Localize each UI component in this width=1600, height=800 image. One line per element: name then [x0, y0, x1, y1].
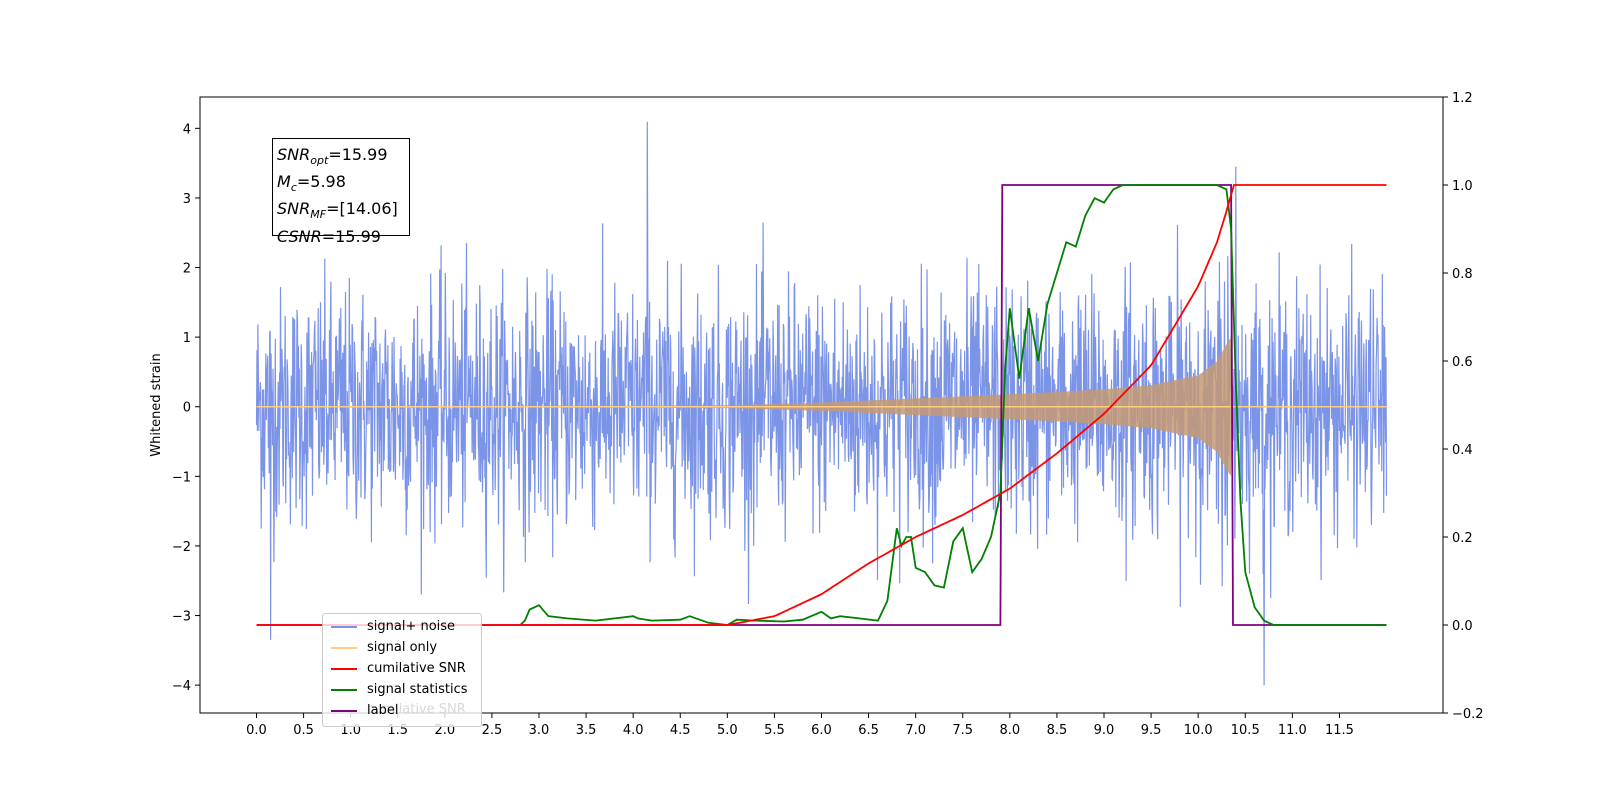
x-tick-label: 6.5 [858, 723, 879, 738]
snr-mf-line: SNRMF=[14.06] [277, 199, 398, 222]
y-left-axis-ticks: −4 −3 −2 −1 0 1 2 3 4 [172, 122, 200, 694]
y-left-tick-label: 4 [183, 122, 191, 137]
legend-swatch [331, 647, 357, 649]
legend-item-cumulative-snr: cumilative SNR [323, 659, 481, 679]
legend-swatch [331, 626, 357, 628]
y-right-tick-label: 1.2 [1452, 91, 1473, 106]
y-left-tick-label: 0 [183, 401, 191, 416]
y-left-tick-label: 2 [183, 262, 191, 277]
y-right-tick-label: 1.0 [1452, 179, 1473, 194]
y-left-tick-label: −1 [172, 470, 191, 485]
legend-item-label: label [323, 701, 481, 721]
legend-swatch [331, 689, 357, 691]
x-tick-label: 3.5 [576, 723, 597, 738]
x-tick-label: 5.5 [764, 723, 785, 738]
y-axis-label: Whitened strain [149, 353, 164, 456]
signal-only-series [256, 337, 1387, 477]
x-tick-label: 4.0 [623, 723, 644, 738]
x-tick-label: 6.0 [811, 723, 832, 738]
legend-overlap-text: cumilative SNR [367, 702, 466, 717]
x-tick-label: 7.0 [905, 723, 926, 738]
y-right-tick-label: 0.0 [1452, 619, 1473, 634]
legend-item-signal-only: signal only [323, 638, 481, 658]
legend-swatch [331, 710, 357, 712]
x-tick-label: 0.0 [246, 723, 267, 738]
legend-item-signal-noise: signal+ noise [323, 617, 481, 637]
x-tick-label: 5.0 [717, 723, 738, 738]
signal-noise-line [255, 121, 1388, 686]
y-right-tick-label: 0.2 [1452, 531, 1473, 546]
mc-line: Mc=5.98 [277, 172, 346, 195]
x-tick-label: 9.5 [1141, 723, 1162, 738]
x-tick-label: 9.0 [1094, 723, 1115, 738]
legend-swatch [331, 668, 357, 670]
y-left-tick-label: −4 [172, 679, 191, 694]
y-right-tick-label: 0.6 [1452, 355, 1473, 370]
y-left-tick-label: 1 [183, 331, 191, 346]
snr-mf-value: [14.06] [339, 199, 398, 219]
legend: cumilative SNR signal+ noise signal only… [322, 613, 482, 727]
snr-annotation-box: SNRopt=15.99 Mc=5.98 SNRMF=[14.06] CSNR=… [272, 138, 410, 246]
legend-label: signal statistics [367, 682, 468, 697]
x-tick-label: 10.0 [1184, 723, 1213, 738]
legend-label: signal only [367, 640, 438, 655]
y-right-tick-label: −0.2 [1452, 707, 1484, 722]
csnr-line: CSNR=15.99 [277, 226, 381, 246]
x-tick-label: 11.0 [1278, 723, 1307, 738]
legend-label: cumilative SNR [367, 661, 466, 676]
signal-statistics-line [519, 184, 1387, 626]
label-line [256, 184, 1387, 626]
legend-label: label [367, 703, 399, 718]
x-tick-label: 10.5 [1231, 723, 1260, 738]
x-tick-label: 4.5 [670, 723, 691, 738]
y-right-axis-ticks: −0.2 0.0 0.2 0.4 0.6 0.8 1.0 1.2 [1443, 91, 1484, 722]
snr-opt-value: 15.99 [341, 145, 388, 164]
x-tick-label: 2.5 [482, 723, 503, 738]
snr-opt-line: SNRopt=15.99 [277, 145, 388, 168]
x-tick-label: 8.5 [1047, 723, 1068, 738]
x-tick-label: 8.0 [999, 723, 1020, 738]
csnr-value: 15.99 [335, 226, 381, 246]
y-left-tick-label: 3 [183, 192, 191, 207]
signal-noise-series [255, 121, 1388, 686]
y-right-tick-label: 0.4 [1452, 443, 1473, 458]
y-left-tick-label: −2 [172, 540, 191, 555]
x-tick-label: 11.5 [1325, 723, 1354, 738]
legend-label: signal+ noise [367, 619, 456, 634]
legend-item-signal-statistics: signal statistics [323, 680, 481, 700]
x-tick-label: 3.0 [529, 723, 550, 738]
y-right-tick-label: 0.8 [1452, 267, 1473, 282]
y-left-tick-label: −3 [172, 610, 191, 625]
x-tick-label: 0.5 [293, 723, 314, 738]
x-tick-label: 7.5 [952, 723, 973, 738]
mc-value: 5.98 [310, 172, 346, 192]
